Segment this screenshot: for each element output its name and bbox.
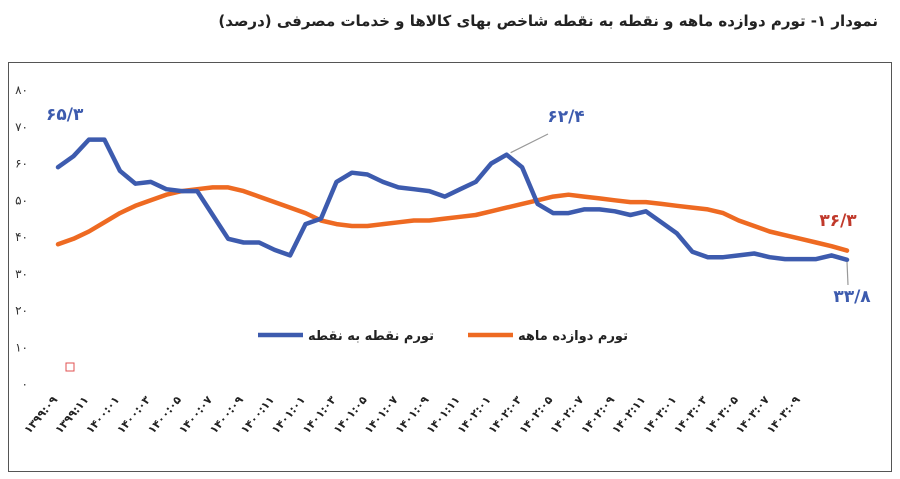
annotation-leader-line <box>510 133 549 154</box>
y-tick-label: ۱۰ <box>15 340 28 354</box>
series-line <box>55 185 850 253</box>
annotation-label: ۳۶/۳ <box>819 211 857 231</box>
annotation-label: ۶۲/۴ <box>547 107 584 127</box>
annotation-label: ۳۳/۸ <box>833 287 871 307</box>
x-axis: ۱۳۹۹:۰۹۱۳۹۹:۱۱۱۴۰۰:۰۱۱۴۰۰:۰۳۱۴۰۰:۰۵۱۴۰۰:… <box>22 393 803 436</box>
chart-title: نمودار ۱- تورم دوازده ماهه و نقطه به نقط… <box>218 12 878 30</box>
y-tick-label: ۷۰ <box>15 120 28 134</box>
annotation-leader-line <box>846 261 849 286</box>
y-tick-label: ۸۰ <box>15 83 28 97</box>
y-tick-label: ۴۰ <box>15 230 28 244</box>
y-tick-label: ۰ <box>22 377 28 391</box>
small-square-icon <box>65 362 75 372</box>
y-tick-label: ۲۰ <box>15 304 28 318</box>
legend: تورم نقطه به نقطه تورم دوازده ماهه <box>258 329 628 344</box>
y-tick-label: ۶۰ <box>15 157 28 171</box>
y-tick-label: ۳۰ <box>15 267 28 281</box>
y-axis: ۰ ۱۰ ۲۰ ۳۰ ۴۰ ۵۰ ۶۰ ۷۰ ۸۰ <box>15 83 28 391</box>
chart-frame <box>8 62 892 472</box>
legend-label: تورم دوازده ماهه <box>518 329 628 344</box>
annotations: ۶۵/۳ ۶۲/۴ ۳۶/۳ ۳۳/۸ <box>46 105 871 307</box>
series-line <box>55 137 850 263</box>
x-tick-label: ۱۴۰۳:۰۹ <box>764 393 803 436</box>
annotation-label: ۶۵/۳ <box>46 105 84 125</box>
y-tick-label: ۵۰ <box>15 193 28 207</box>
series-lines <box>55 137 850 263</box>
legend-label: تورم نقطه به نقطه <box>308 329 434 344</box>
